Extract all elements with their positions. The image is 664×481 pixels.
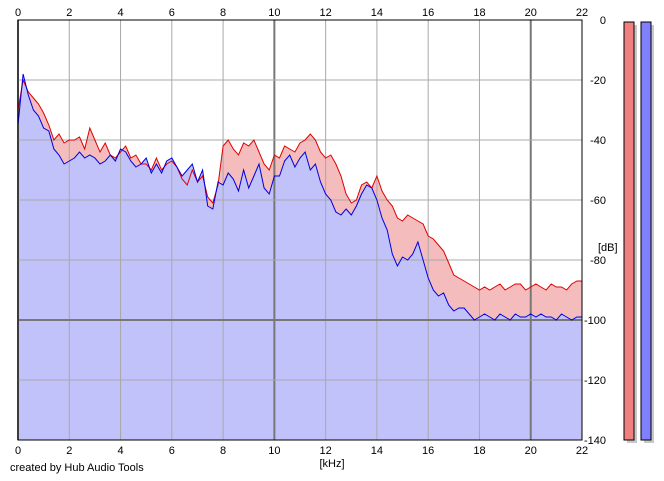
series-fills (18, 74, 582, 440)
x-tick-top-4: 4 (117, 7, 123, 19)
y-tick-40: -40 (590, 135, 606, 147)
x-tick-bottom-6: 6 (169, 445, 175, 457)
x-tick-bottom-20: 20 (525, 445, 537, 457)
y-tick-80: -80 (590, 255, 606, 267)
x-tick-bottom-16: 16 (422, 445, 434, 457)
x-tick-top-10: 10 (268, 7, 280, 19)
x-tick-bottom-8: 8 (220, 445, 226, 457)
x-tick-top-14: 14 (371, 7, 383, 19)
x-tick-bottom-22: 22 (576, 445, 588, 457)
series-lines (17, 73, 582, 321)
x-tick-bottom-0: 0 (15, 445, 21, 457)
level-meters (623, 21, 654, 443)
tick-labels: 002244668810101212141416161818202022220-… (15, 7, 606, 457)
x-tick-top-22: 22 (576, 7, 588, 19)
x-tick-top-8: 8 (220, 7, 226, 19)
y-tick-140: -140 (584, 435, 606, 447)
meter-2-fill (640, 21, 652, 441)
x-tick-top-2: 2 (66, 7, 72, 19)
y-tick-120: -120 (584, 375, 606, 387)
x-tick-bottom-2: 2 (66, 445, 72, 457)
series-1-line (17, 78, 582, 291)
x-tick-bottom-18: 18 (473, 445, 485, 457)
credit-text: created by Hub Audio Tools (10, 462, 144, 474)
x-tick-top-0: 0 (15, 7, 21, 19)
x-tick-top-20: 20 (525, 7, 537, 19)
series-2-line (17, 73, 582, 321)
y-tick-60: -60 (590, 195, 606, 207)
y-axis-label: [dB] (598, 242, 618, 254)
x-tick-bottom-14: 14 (371, 445, 383, 457)
plot-frame (17, 19, 583, 441)
x-tick-bottom-10: 10 (268, 445, 280, 457)
y-tick-20: -20 (590, 75, 606, 87)
x-tick-top-16: 16 (422, 7, 434, 19)
x-axis-label: [kHz] (319, 458, 344, 470)
y-tick-0: 0 (600, 15, 606, 27)
series-2-area (18, 74, 582, 440)
x-tick-top-12: 12 (320, 7, 332, 19)
x-tick-top-6: 6 (169, 7, 175, 19)
x-tick-bottom-12: 12 (320, 445, 332, 457)
x-tick-top-18: 18 (473, 7, 485, 19)
y-tick-100: -100 (584, 315, 606, 327)
x-tick-bottom-4: 4 (117, 445, 123, 457)
plot-border (17, 19, 583, 441)
meter-1-fill (623, 21, 635, 441)
